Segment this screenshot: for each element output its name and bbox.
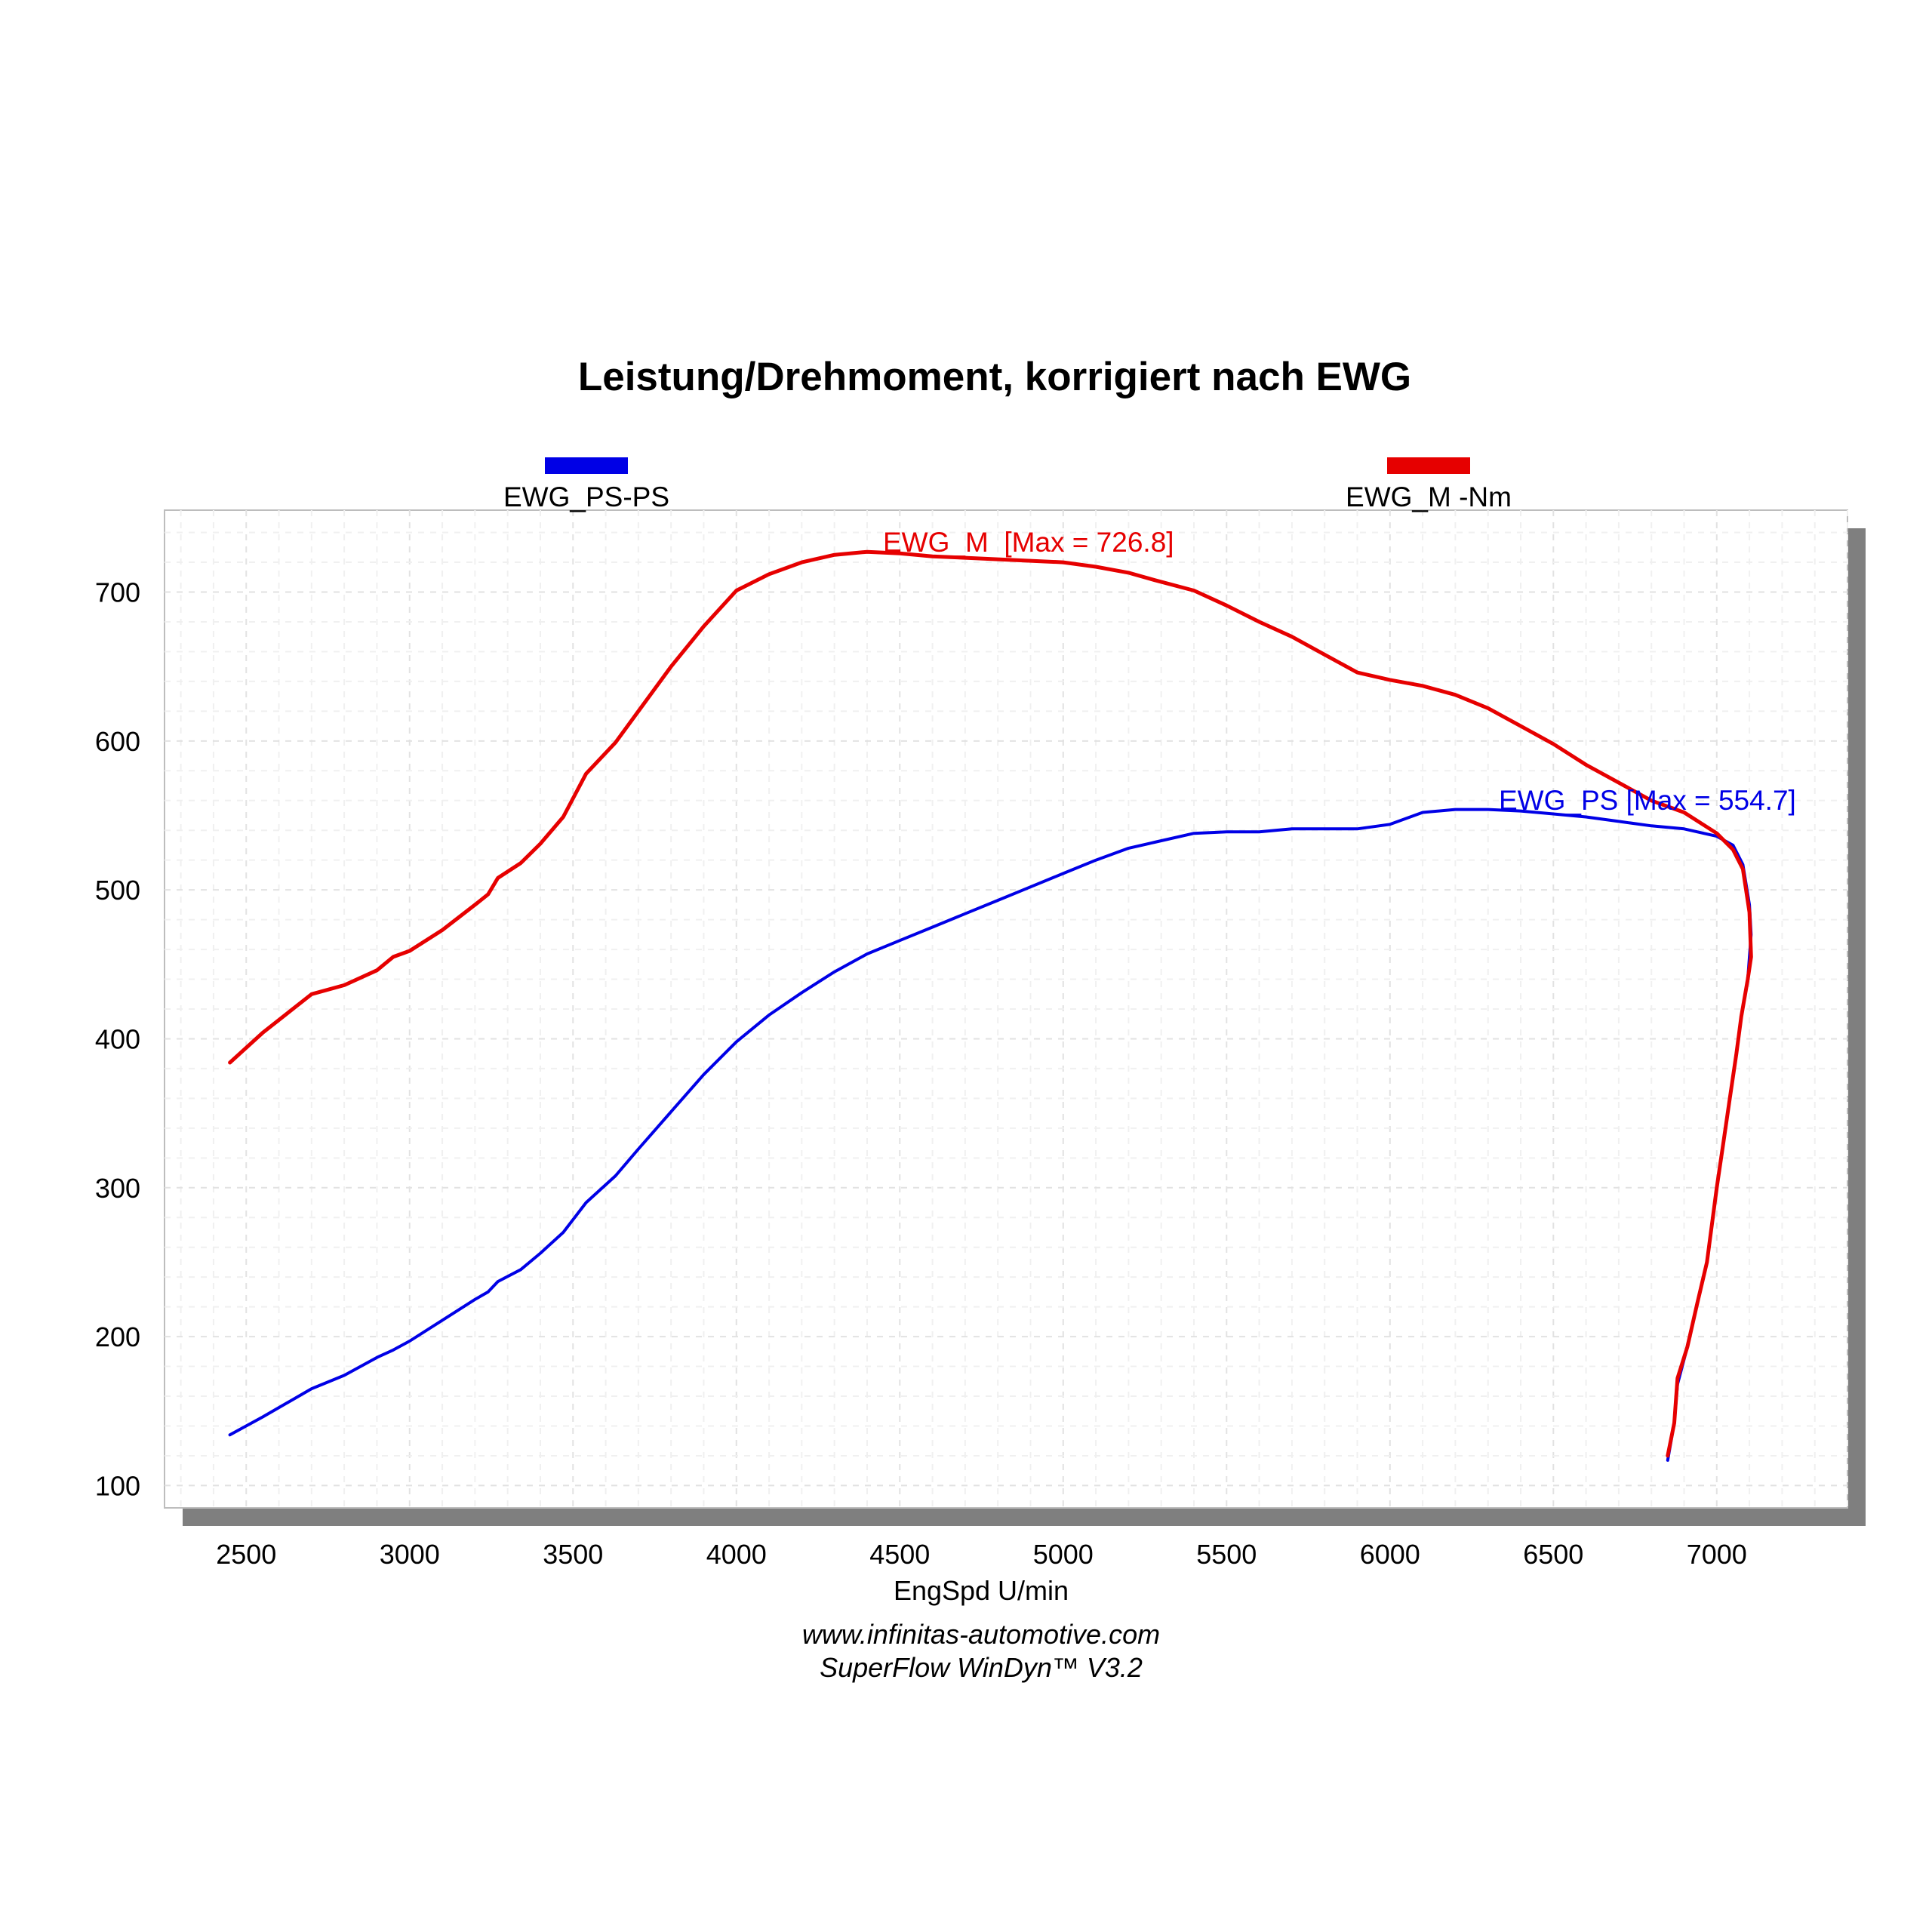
x-tick-label: 5000 <box>1033 1539 1094 1570</box>
legend-swatch-torque <box>1387 457 1470 474</box>
series-layer <box>228 549 1753 1462</box>
y-tick-label: 300 <box>95 1173 140 1204</box>
x-tick-label: 2500 <box>216 1539 276 1570</box>
legend-label-power: EWG_PS-PS <box>503 481 669 512</box>
y-tick-label: 100 <box>95 1470 140 1501</box>
credit-website: www.infinitas-automotive.com <box>802 1619 1160 1650</box>
series-line-torque <box>228 549 1753 1458</box>
legend-swatch-power <box>545 457 628 474</box>
y-tick-label: 500 <box>95 875 140 906</box>
chart-title: Leistung/Drehmoment, korrigiert nach EWG <box>578 355 1411 399</box>
x-tick-label: 3000 <box>380 1539 440 1570</box>
x-tick-label: 6000 <box>1360 1539 1420 1570</box>
x-tick-label: 3500 <box>543 1539 603 1570</box>
y-axis: 100 200 300 400 500 600 700 <box>95 577 140 1502</box>
legend: EWG_PS-PS EWG_M -Nm <box>503 457 1512 512</box>
x-tick-label: 4000 <box>706 1539 767 1570</box>
y-tick-label: 700 <box>95 577 140 608</box>
power-max-annotation: EWG_PS [Max = 554.7] <box>1499 785 1796 816</box>
torque-max-annotation: EWG_M [Max = 726.8] <box>883 527 1174 558</box>
x-tick-label: 7000 <box>1687 1539 1747 1570</box>
x-axis-label: EngSpd U/min <box>894 1575 1069 1606</box>
x-tick-label: 6500 <box>1523 1539 1583 1570</box>
x-axis: 2500 3000 3500 4000 4500 5000 5500 6000 6500 7000 <box>216 1539 1747 1570</box>
x-tick-label: 4500 <box>869 1539 930 1570</box>
x-tick-label: 5500 <box>1196 1539 1257 1570</box>
credit-software: SuperFlow WinDyn™ V3.2 <box>820 1652 1143 1683</box>
y-tick-label: 200 <box>95 1321 140 1352</box>
y-tick-label: 400 <box>95 1023 140 1054</box>
y-tick-label: 600 <box>95 726 140 757</box>
legend-label-torque: EWG_M -Nm <box>1346 481 1512 512</box>
grid <box>165 510 1848 1508</box>
